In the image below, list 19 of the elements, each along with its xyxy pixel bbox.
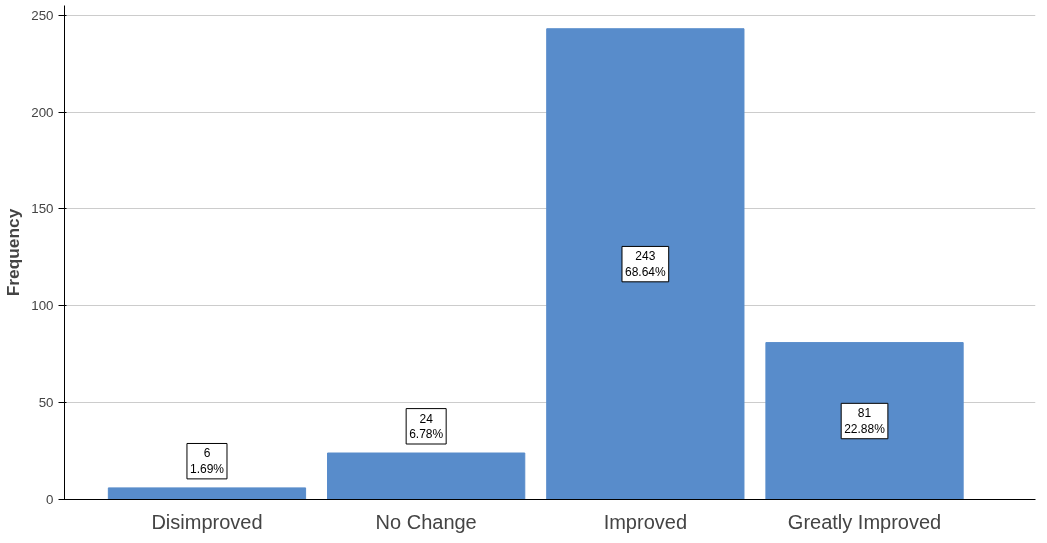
bar xyxy=(327,452,526,500)
bar xyxy=(546,28,745,500)
y-axis-title: Frequency xyxy=(3,208,24,297)
data-label: 81 22.88% xyxy=(844,406,886,436)
x-tick-label: Improved xyxy=(603,510,688,533)
y-tick-label: 100 xyxy=(31,298,54,314)
data-label: 24 6.78% xyxy=(409,411,444,442)
y-tick-label: 150 xyxy=(31,201,54,217)
y-tick-label: 250 xyxy=(31,7,54,23)
x-tick-label: Greatly Improved xyxy=(787,510,942,533)
data-label: 6 1.69% xyxy=(189,446,225,476)
y-tick-label: 200 xyxy=(31,104,54,120)
x-tick-label: No Change xyxy=(375,510,477,533)
bar xyxy=(107,487,307,500)
y-tick-label: 0 xyxy=(46,492,54,507)
y-tick-label: 50 xyxy=(38,395,54,411)
x-tick-label: Disimproved xyxy=(151,510,263,533)
data-label: 243 68.64% xyxy=(625,249,667,279)
bar xyxy=(765,342,964,500)
